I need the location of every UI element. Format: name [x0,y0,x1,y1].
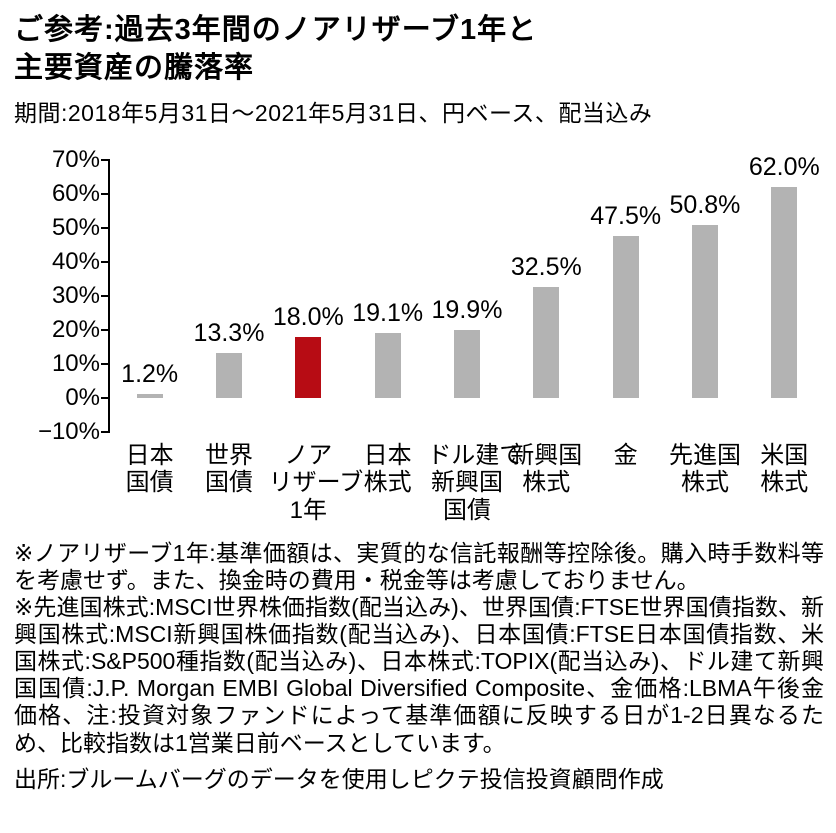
below-zero-spacer [189,398,268,432]
bar [612,236,639,399]
bar-value-label: 13.3% [193,319,265,348]
x-axis-spacer [14,442,110,523]
below-zero-spacer [269,398,348,432]
bar-column-jp-bonds: 1.2% [110,160,189,432]
x-category-label: ノア リザーブ 1年 [268,442,364,524]
y-tick-mark [101,159,110,162]
x-category-label: 先進国 株式 [668,442,741,497]
page-title: ご参考:過去3年間のノアリザーブ1年と 主要資産の騰落率 [14,12,824,87]
y-tick-label: 30% [51,282,100,310]
y-tick-label: 20% [51,316,100,344]
bar-value-label: 1.2% [121,360,179,389]
x-axis-labels: 日本 国債 世界 国債 ノア リザーブ 1年 日本 株式 ドル建て 新興国 国債… [14,442,824,523]
below-zero-spacer [427,398,506,432]
bar-column-dev-stocks: 50.8% [665,160,744,432]
bar-value-label: 19.1% [352,299,424,328]
x-category-label: 新興国 株式 [510,442,583,497]
bar-value-label: 18.0% [272,303,344,332]
y-tick-mark [101,431,110,434]
bar [136,394,163,399]
bar-highlighted [295,337,322,399]
bar [771,187,798,399]
x-category-label: 米国 株式 [760,442,809,497]
footnote-indices: ※先進国株式:MSCI世界株価指数(配当込み)、世界国債:FTSE世界国債指数、… [14,593,824,756]
y-tick-mark [101,227,110,230]
chart-subtitle: 期間:2018年5月31日〜2021年5月31日、円ベース、配当込み [14,100,653,127]
below-zero-spacer [348,398,427,432]
bar-value-label: 47.5% [590,202,662,231]
bar [453,330,480,399]
y-tick-label: −10% [37,418,100,446]
y-tick-label: 0% [65,384,100,412]
bar-chart: 70% 60% 50% 40% 30% 20% 10% 0% −10% 1.2% 13.3% 1… [14,146,824,445]
y-axis: 70% 60% 50% 40% 30% 20% 10% 0% −10% [14,146,108,445]
x-category-label: 日本 株式 [363,442,412,497]
y-tick-mark [101,295,110,298]
page-title-line2: 主要資産の騰落率 [14,51,255,84]
bar-value-label: 19.9% [431,296,503,325]
source-attribution: 出所:ブルームバーグのデータを使用しピクテ投信投資顧問作成 [14,765,664,792]
bar [533,287,560,399]
x-category-label: ドル建て 新興国 国債 [427,442,524,524]
bar-column-us-stocks: 62.0% [745,153,824,432]
x-category-label: 日本 国債 [125,442,174,497]
y-tick-mark [101,397,110,400]
y-tick-label: 60% [51,180,100,208]
bar [691,225,718,399]
bar-column-world-bonds: 13.3% [189,160,268,432]
y-tick-mark [101,261,110,264]
bar [374,333,401,399]
y-tick-mark [101,329,110,332]
bar-value-label: 62.0% [748,153,820,182]
y-tick-mark [101,193,110,196]
below-zero-spacer [507,398,586,432]
bar-value-label: 32.5% [510,253,582,282]
y-tick-label: 70% [51,146,100,174]
x-category-label: 世界 国債 [204,442,253,497]
bar-column-noah-reserve: 18.0% [269,160,348,432]
bar-column-gold: 47.5% [586,160,665,432]
below-zero-spacer [745,398,824,432]
bar-column-jp-stocks: 19.1% [348,160,427,432]
y-tick-mark [101,363,110,366]
y-tick-label: 40% [51,248,100,276]
bar-value-label: 50.8% [669,191,741,220]
plot-area: 1.2% 13.3% 18.0% 19.1% [101,153,824,434]
below-zero-spacer [110,398,189,432]
bar [215,353,242,399]
below-zero-spacer [586,398,665,432]
footnotes: ※ノアリザーブ1年:基準価額は、実質的な信託報酬等控除後。購入時手数料等を考慮せ… [14,540,824,757]
x-category-label: 金 [613,442,638,470]
bar-column-em-stocks: 32.5% [507,160,586,432]
footnote-noah-reserve: ※ノアリザーブ1年:基準価額は、実質的な信託報酬等控除後。購入時手数料等を考慮せ… [14,539,824,593]
below-zero-spacer [665,398,744,432]
page-title-line1: ご参考:過去3年間のノアリザーブ1年と [14,14,538,46]
y-tick-label: 10% [51,350,100,378]
y-tick-label: 50% [51,214,100,242]
bars-container: 1.2% 13.3% 18.0% 19.1% [110,153,824,432]
bar-column-em-bonds-usd: 19.9% [427,160,506,432]
